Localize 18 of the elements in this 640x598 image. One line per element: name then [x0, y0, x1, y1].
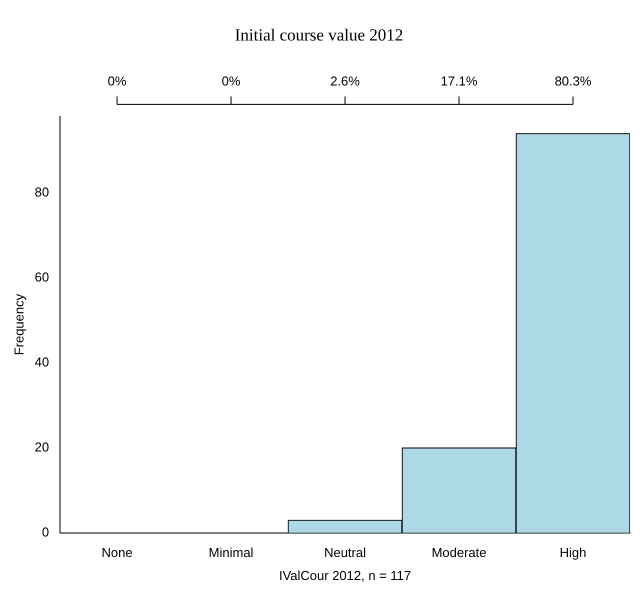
- y-tick-label: 80: [34, 184, 50, 200]
- x-tick-label: Neutral: [324, 545, 366, 560]
- y-tick-label: 60: [34, 269, 50, 284]
- x-tick-label: Moderate: [432, 545, 486, 560]
- y-tick-label: 0: [42, 524, 50, 540]
- chart-title: Initial course value 2012: [234, 26, 404, 45]
- annotation: 80.3%: [554, 73, 592, 88]
- y-axis-title: Frequency: [11, 293, 26, 356]
- x-tick-label: None: [102, 545, 133, 560]
- y-tick-label: 40: [34, 354, 50, 370]
- annotation: 0%: [222, 73, 241, 88]
- annotation: 2.6%: [330, 73, 360, 88]
- x-tick-label: High: [560, 545, 586, 560]
- y-tick-label: 20: [34, 439, 50, 454]
- x-axis-title: IValCour 2012, n = 117: [278, 568, 412, 583]
- annotation: 0%: [108, 73, 127, 88]
- x-tick-label: Minimal: [208, 545, 254, 560]
- annotation: 17.1%: [440, 73, 478, 88]
